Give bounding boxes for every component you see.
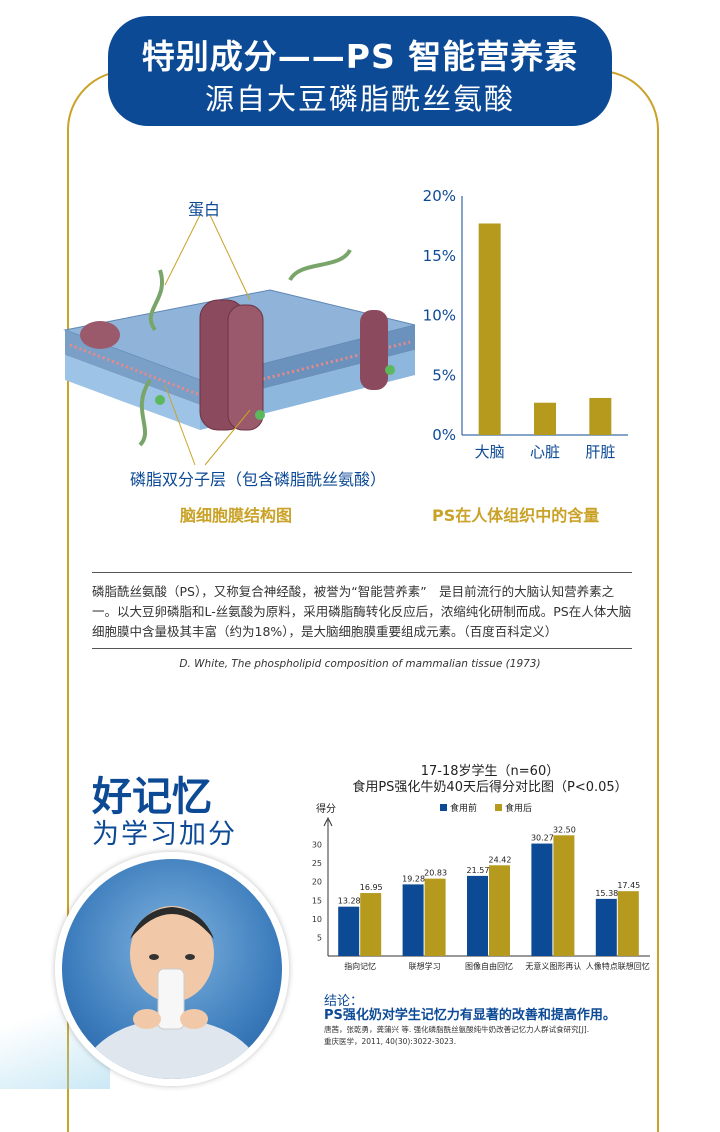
chart1-bar xyxy=(589,397,612,435)
chart2-bar xyxy=(467,875,488,956)
chart2-data-label: 21.57 xyxy=(467,866,490,875)
chart2-data-label: 13.28 xyxy=(338,897,361,906)
chart2-data-label: 15.38 xyxy=(595,889,618,898)
chart2-y-label: 得分 xyxy=(316,803,336,815)
ps-tissue-content-chart: 0% 5% 10% 15% 20% 大脑 心脏 肝脏 xyxy=(423,187,628,461)
chart2-bar xyxy=(402,884,424,956)
chart2-bar xyxy=(489,865,510,956)
chart2-y-tick: 30 xyxy=(312,841,322,850)
chart1-y-tick: 15% xyxy=(423,247,456,265)
reference-line-1: 唐茜，张乾勇，龚蒲兴 等. 强化磷脂酰丝氨酸纯牛奶改善记忆力人群试食研究[J]. xyxy=(324,1025,590,1034)
chart2-y-tick: 5 xyxy=(317,933,322,942)
title-banner: 特别成分——PS 智能营养素 源自大豆磷脂酰丝氨酸 xyxy=(108,16,612,126)
memory-heading: 好记忆 xyxy=(92,774,212,820)
chart2-data-label: 24.42 xyxy=(489,855,512,864)
chart2-bar xyxy=(424,878,446,956)
memory-subheading: 为学习加分 xyxy=(92,819,237,850)
chart1-y-tick: 0% xyxy=(432,426,456,444)
chart1-x-tick: 心脏 xyxy=(530,443,560,461)
divider-top xyxy=(92,572,632,573)
chart2-y-tick: 25 xyxy=(312,859,322,868)
divider-bottom xyxy=(92,648,632,649)
chart2-data-label: 30.27 xyxy=(531,834,554,843)
chart2-data-label: 20.83 xyxy=(424,869,447,878)
chart2-x-tick: 图像自由回忆 xyxy=(465,961,513,971)
chart1-caption: PS在人体组织中的含量 xyxy=(432,506,600,525)
chart2-bar xyxy=(531,843,553,956)
chart2-y-tick: 15 xyxy=(312,896,322,905)
chart2-data-label: 32.50 xyxy=(553,825,576,834)
chart2-bar xyxy=(617,891,639,956)
conclusion-label: 结论： xyxy=(324,994,364,1009)
chart2-data-label: 17.45 xyxy=(617,881,640,890)
chart2-x-tick: 联想学习 xyxy=(409,961,441,971)
child-drinking-milk-photo xyxy=(55,852,289,1086)
conclusion-text: PS强化奶对学生记忆力有显著的改善和提高作用。 xyxy=(324,1008,616,1023)
chart1-y-tick: 20% xyxy=(423,187,456,205)
chart2-y-tick: 10 xyxy=(312,915,322,924)
banner-title: 特别成分——PS 智能营养素 xyxy=(141,37,579,76)
chart1-y-tick: 5% xyxy=(432,366,456,384)
chart2-x-tick: 人像特点联想回忆 xyxy=(586,961,650,971)
membrane-caption: 脑细胞膜结构图 xyxy=(180,506,293,525)
memory-score-chart: 得分 食用前 食用后 5 10 15 20 25 30 13.28 16.95 指向记忆 19.2820… xyxy=(312,802,650,971)
chart2-bar xyxy=(338,906,360,956)
chart2-title: 17-18岁学生（n=60） xyxy=(420,764,560,779)
chart1-bar xyxy=(534,402,556,435)
chart1-x-tick: 大脑 xyxy=(475,443,505,461)
chart2-legend-swatch xyxy=(495,804,502,811)
bilayer-label: 磷脂双分子层（包含磷脂酰丝氨酸） xyxy=(130,470,387,489)
chart2-bar xyxy=(360,893,382,956)
chart2-y-arrow xyxy=(323,816,333,827)
citation: D. White, The phospholipid composition o… xyxy=(179,658,541,670)
chart2-x-tick: 指向记忆 xyxy=(344,961,376,971)
protein-label: 蛋白 xyxy=(188,200,221,219)
cell-membrane-illustration xyxy=(63,248,416,447)
chart2-bar xyxy=(553,835,575,956)
chart2-legend-swatch xyxy=(440,804,447,811)
chart1-x-tick: 肝脏 xyxy=(585,443,615,461)
chart2-x-tick: 无意义图形再认 xyxy=(525,961,581,971)
chart1-y-tick: 10% xyxy=(423,307,456,325)
chart2-y-tick: 20 xyxy=(312,878,322,887)
ps-description: 磷脂酰丝氨酸（PS），又称复合神经酸，被誉为“智能营养素” 是目前流行的大脑认知… xyxy=(92,584,632,639)
chart2-data-label: 19.28 xyxy=(402,874,425,883)
chart1-bar xyxy=(478,223,501,435)
chart2-legend-label: 食用后 xyxy=(505,802,532,814)
chart2-data-label: 16.95 xyxy=(360,883,383,892)
chart2-legend-label: 食用前 xyxy=(450,802,477,814)
chart2-subtitle: 食用PS强化牛奶40天后得分对比图（P<0.05） xyxy=(352,780,628,795)
reference-line-2: 重庆医学，2011, 40(30):3022-3023. xyxy=(324,1037,457,1046)
pointer-lines xyxy=(164,214,251,466)
banner-subtitle: 源自大豆磷脂酰丝氨酸 xyxy=(204,82,515,116)
chart2-bar xyxy=(595,898,617,956)
